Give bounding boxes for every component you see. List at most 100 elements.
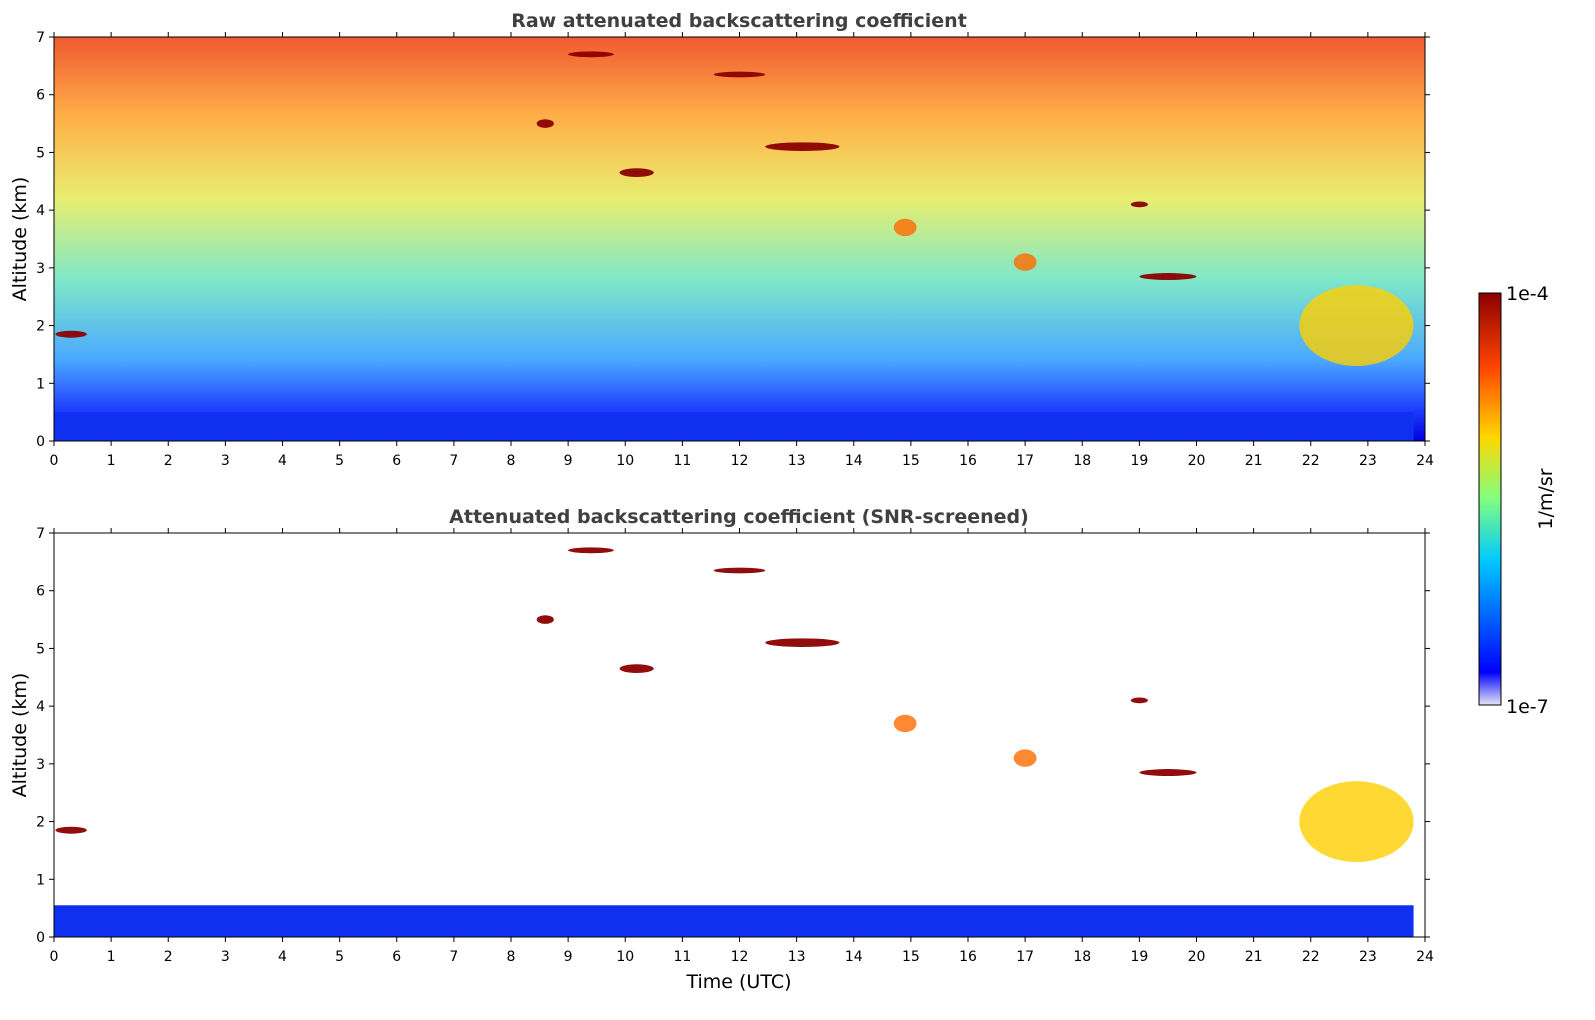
cloud-feature (1139, 769, 1197, 776)
x-tick-label: 6 (392, 453, 401, 469)
raw-backscatter-panel: Raw attenuated backscattering coefficien… (9, 10, 1434, 469)
cloud-feature (568, 547, 614, 554)
y-tick-label: 7 (36, 30, 45, 46)
cloud-feature (1139, 273, 1197, 280)
cloud-feature (568, 51, 614, 58)
x-tick-label: 6 (392, 949, 401, 965)
x-tick-label: 23 (1359, 949, 1377, 965)
y-axis-ticks: 0 1 2 3 4 5 6 7 (36, 30, 1430, 450)
plot-background (54, 533, 1425, 937)
x-tick-label: 0 (50, 453, 59, 469)
cloud-feature (1299, 781, 1414, 862)
x-tick-label: 11 (673, 949, 691, 965)
x-tick-label: 1 (107, 949, 116, 965)
colorbar: 1e-4 1e-7 1/m/sr (1478, 283, 1557, 718)
y-tick-label: 7 (36, 526, 45, 542)
x-tick-label: 10 (616, 453, 634, 469)
x-tick-label: 13 (788, 949, 806, 965)
x-tick-label: 16 (959, 949, 977, 965)
x-tick-label: 17 (1016, 453, 1034, 469)
colorbar-gradient (1478, 292, 1502, 706)
x-tick-label: 23 (1359, 453, 1377, 469)
cloud-feature (619, 168, 654, 177)
x-tick-label: 12 (731, 453, 749, 469)
cloud-feature (713, 567, 766, 574)
x-tick-label: 7 (449, 949, 458, 965)
x-tick-label: 16 (959, 453, 977, 469)
x-tick-label: 0 (50, 949, 59, 965)
y-axis-ticks: 0 1 2 3 4 5 6 7 (36, 526, 1430, 946)
x-tick-label: 20 (1188, 949, 1206, 965)
cloud-feature (893, 218, 917, 237)
y-tick-label: 3 (36, 757, 45, 773)
x-tick-label: 3 (221, 453, 230, 469)
colorbar-min-label: 1e-7 (1506, 696, 1549, 718)
y-tick-label: 0 (36, 930, 45, 946)
feature-layer (54, 547, 1414, 937)
x-tick-label: 14 (845, 453, 863, 469)
x-tick-label: 18 (1073, 453, 1091, 469)
x-tick-label: 22 (1302, 949, 1320, 965)
y-axis-label: Altitude (km) (9, 673, 31, 798)
x-tick-label: 15 (902, 453, 920, 469)
y-tick-label: 6 (36, 88, 45, 104)
y-tick-label: 2 (36, 319, 45, 335)
cloud-feature (713, 71, 766, 78)
x-tick-label: 21 (1245, 949, 1263, 965)
colorbar-max-label: 1e-4 (1506, 283, 1549, 305)
cloud-feature (893, 714, 917, 733)
x-tick-label: 24 (1416, 453, 1434, 469)
x-axis-ticks: 0 1 2 3 4 5 6 7 8 9 10 11 12 13 14 15 16 17 18 19 20 21 22 23 24 (50, 32, 1434, 469)
x-tick-label: 20 (1188, 453, 1206, 469)
y-tick-label: 4 (36, 203, 45, 219)
y-tick-label: 1 (36, 872, 45, 888)
x-tick-label: 8 (507, 453, 516, 469)
x-tick-label: 3 (221, 949, 230, 965)
x-tick-label: 4 (278, 949, 287, 965)
y-tick-label: 1 (36, 376, 45, 392)
cloud-feature (1013, 749, 1037, 767)
y-tick-label: 5 (36, 641, 45, 657)
panel-title: Raw attenuated backscattering coefficien… (511, 10, 967, 32)
x-tick-label: 4 (278, 453, 287, 469)
cloud-feature (1013, 253, 1037, 271)
cloud-feature (765, 638, 840, 647)
y-tick-label: 4 (36, 699, 45, 715)
x-axis-label: Time (UTC) (685, 971, 791, 993)
x-tick-label: 21 (1245, 453, 1263, 469)
x-tick-label: 19 (1130, 453, 1148, 469)
cloud-feature (1299, 285, 1414, 366)
y-tick-label: 5 (36, 145, 45, 161)
cloud-feature (1130, 697, 1148, 704)
x-axis-ticks: 0 1 2 3 4 5 6 7 8 9 10 11 12 13 14 15 16 17 18 19 20 21 22 23 24 (50, 528, 1434, 965)
x-tick-label: 11 (673, 453, 691, 469)
colorbar-unit-label: 1/m/sr (1535, 468, 1557, 529)
snr-screened-panel: Attenuated backscattering coefficient (S… (9, 506, 1434, 993)
surface-aerosol-layer (54, 905, 1414, 937)
cloud-feature (536, 615, 554, 624)
x-tick-label: 2 (164, 949, 173, 965)
cloud-feature (1130, 201, 1148, 208)
y-axis-label: Altitude (km) (9, 177, 31, 302)
cloud-feature (536, 119, 554, 128)
x-tick-label: 9 (564, 453, 573, 469)
x-tick-label: 19 (1130, 949, 1148, 965)
x-tick-label: 14 (845, 949, 863, 965)
y-tick-label: 0 (36, 434, 45, 450)
x-tick-label: 12 (731, 949, 749, 965)
y-tick-label: 2 (36, 815, 45, 831)
y-tick-label: 3 (36, 261, 45, 277)
x-tick-label: 5 (335, 453, 344, 469)
cloud-feature (55, 330, 87, 338)
cloud-feature (619, 664, 654, 673)
cloud-feature (55, 826, 87, 834)
x-tick-label: 22 (1302, 453, 1320, 469)
x-tick-label: 8 (507, 949, 516, 965)
y-tick-label: 6 (36, 584, 45, 600)
x-tick-label: 5 (335, 949, 344, 965)
x-tick-label: 24 (1416, 949, 1434, 965)
cloud-feature (765, 142, 840, 151)
x-tick-label: 17 (1016, 949, 1034, 965)
x-tick-label: 10 (616, 949, 634, 965)
